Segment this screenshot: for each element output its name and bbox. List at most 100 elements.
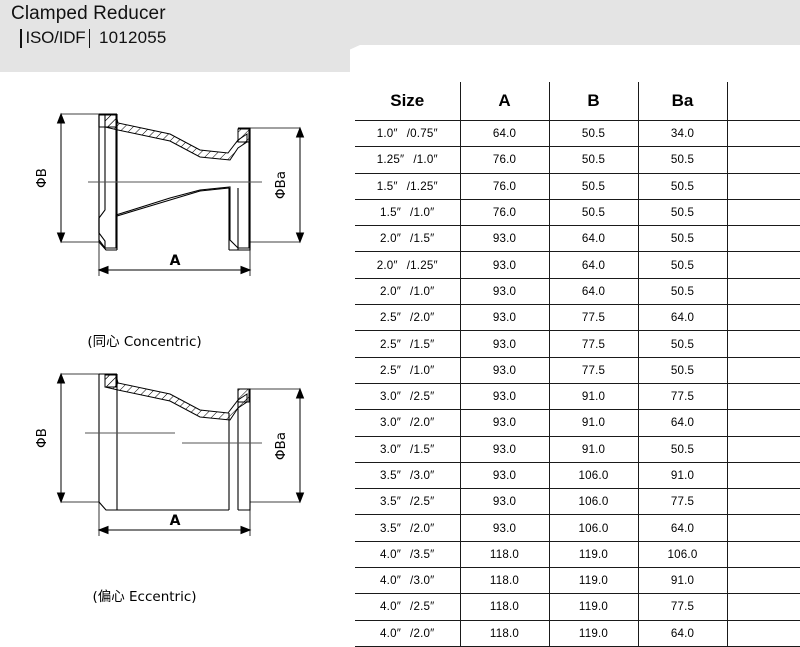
cell-b: 64.0 [548,251,639,279]
cell-b: 106.0 [548,514,639,542]
table-row: 4.0″ /3.5″ 118.0 119.0 106.0 [355,540,800,569]
cell-size: 3.0″ /2.5″ [355,382,461,411]
column-header-size: Size [355,82,461,121]
size-small: /3.5″ [410,547,435,561]
cell-ba: 50.5 [637,225,728,253]
size-large: 3.5″ [380,521,402,535]
cell-b: 64.0 [548,225,639,253]
cell-a: 64.0 [459,119,550,148]
size-large: 2.0″ [380,284,402,298]
table-row: 2.5″ /1.5″ 93.0 77.5 50.5 [355,330,800,358]
cell-blank [726,382,800,411]
column-header-a: A [459,82,550,121]
size-small: /2.0″ [410,416,435,430]
table-row: 1.5″/1.0″ 76.0 50.5 50.5 [355,198,800,227]
cell-ba: 50.5 [637,251,728,279]
standard-left-bar [20,28,22,48]
cell-a: 93.0 [459,488,550,516]
table-row: 1.25″/1.0″ 76.0 50.5 50.5 [355,146,800,174]
cell-b: 50.5 [548,119,639,148]
concentric-dim-label-bottom: A [170,253,181,269]
size-small: /2.5″ [410,495,435,509]
cell-ba: 91.0 [637,461,728,490]
header-background-right [358,0,800,45]
cell-b: 50.5 [548,198,639,227]
spec-table-container: Size A B Ba 1.0″/0.75″ 64.0 50.5 34.0 1.25″ /… [355,82,800,647]
cell-b: 106.0 [548,461,639,490]
size-small: /2.5″ [410,390,435,404]
table-row: 2.0″ /1.0″ 93.0 64.0 50.5 [355,277,800,306]
cell-ba: 50.5 [637,330,728,358]
eccentric-caption: (偏心 Eccentric) [92,589,197,605]
cell-a: 93.0 [459,251,550,279]
cell-blank [726,330,800,358]
size-large: 2.5″ [380,363,402,377]
table-row: 3.0″ /2.0″ 93.0 91.0 64.0 [355,409,800,437]
size-large: 3.0″ [380,442,402,456]
cell-blank [726,225,800,253]
size-small: /0.75″ [406,127,438,141]
size-small: /1.0″ [413,153,438,167]
cell-b: 50.5 [548,172,639,200]
spec-table-head: Size A B Ba [355,82,800,121]
size-large: 4.0″ [380,626,402,640]
size-large: 2.0″ [376,258,398,272]
table-row: 4.0″ /3.0″ 118.0 119.0 91.0 [355,567,800,595]
cell-ba: 34.0 [637,119,728,148]
cell-ba: 77.5 [637,488,728,516]
size-small: /1.0″ [410,206,435,220]
cell-blank [726,304,800,332]
cell-ba: 64.0 [637,409,728,437]
cell-blank [726,540,800,569]
column-header-ba: Ba [637,82,728,121]
standard-label: ISO/IDF [25,28,86,47]
size-large: 3.0″ [380,390,402,404]
table-row: 2.5″ /2.0″ 93.0 77.5 64.0 [355,304,800,332]
eccentric-reducer-svg: ΦB ΦBa A [34,372,305,536]
cell-blank [726,198,800,227]
size-small: /1.5″ [410,337,435,351]
size-large: 2.5″ [380,337,402,351]
title-block: Clamped Reducer ISO/IDF 1012055 [11,2,167,49]
cell-a: 93.0 [459,514,550,542]
size-large: 3.5″ [380,495,402,509]
cell-ba: 50.5 [637,146,728,174]
cell-blank [726,409,800,437]
table-row: 3.0″ /2.5″ 93.0 91.0 77.5 [355,382,800,411]
cell-blank [726,146,800,174]
table-row: 2.5″ /1.0″ 93.0 77.5 50.5 [355,356,800,384]
cell-b: 77.5 [548,330,639,358]
size-large: 3.0″ [380,416,402,430]
page-title: Clamped Reducer [11,3,166,24]
eccentric-dim-label-left: ΦB [34,428,50,448]
cell-size: 3.0″ /2.0″ [355,409,461,437]
size-large: 1.25″ [376,153,405,167]
cell-blank [726,461,800,490]
cell-size: 3.5″ /3.0″ [355,461,461,490]
cell-size: 1.0″ /0.75″ [355,119,461,148]
size-small: /1.0″ [410,284,435,298]
concentric-dim-label-right: ΦBa [273,171,289,199]
cell-size: 3.5″ /2.0″ [355,514,461,542]
cell-blank [726,488,800,516]
cell-b: 77.5 [548,304,639,332]
table-row: 3.0″ /1.5″ 93.0 91.0 50.5 [355,435,800,463]
table-row: 4.0″ /2.0″ 118.0 119.0 64.0 [355,619,800,647]
size-large: 3.5″ [380,469,402,482]
cell-a: 76.0 [459,198,550,227]
cell-size: 2.5″ /2.0″ [355,304,461,332]
table-header-row: Size A B Ba [355,82,800,121]
cell-a: 118.0 [459,540,550,569]
eccentric-dim-label-right: ΦBa [273,432,289,460]
cell-b: 119.0 [548,567,639,595]
cell-a: 93.0 [459,225,550,253]
size-small: /3.0″ [410,469,435,482]
cell-blank [726,514,800,542]
cell-ba: 64.0 [637,514,728,542]
cell-a: 93.0 [459,304,550,332]
size-small: /2.0″ [410,626,435,640]
cell-b: 50.5 [548,146,639,174]
cell-a: 93.0 [459,409,550,437]
cell-a: 76.0 [459,146,550,174]
size-large: 1.0″ [376,127,398,141]
